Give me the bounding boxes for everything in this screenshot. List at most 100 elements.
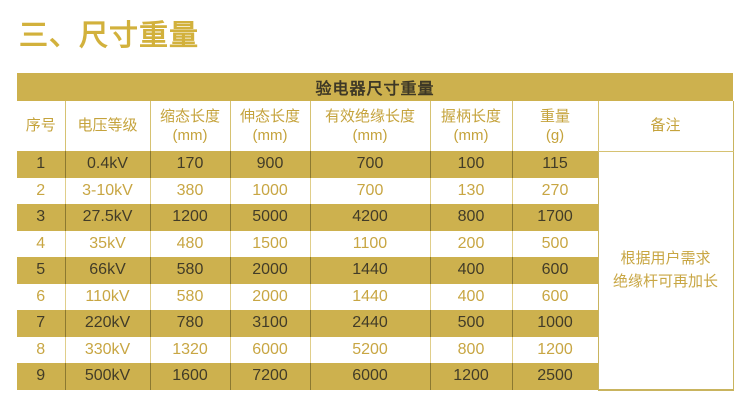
- insulation-length-cell: 1440: [310, 257, 431, 284]
- seq-cell: 3: [17, 204, 66, 231]
- voltage-cell: 0.4kV: [65, 151, 151, 178]
- weight-cell: 600: [512, 283, 598, 310]
- retracted-length-cell: 1320: [150, 336, 231, 363]
- retracted-length-cell: 780: [150, 310, 231, 337]
- handle-length-cell: 800: [430, 336, 513, 363]
- table-row: 3 27.5kV 1200 5000 4200 800 1700: [17, 204, 733, 231]
- spec-table: 验电器尺寸重量 序号 电压等级 缩态长度 (mm): [17, 73, 734, 391]
- extended-length-cell: 1000: [230, 177, 311, 204]
- voltage-cell: 330kV: [65, 336, 151, 363]
- column-label: 缩态长度: [159, 107, 220, 125]
- column-unit: (mm): [453, 127, 489, 144]
- voltage-cell: 27.5kV: [65, 204, 151, 231]
- voltage-cell: 500kV: [65, 363, 151, 390]
- seq-cell: 1: [17, 151, 66, 178]
- weight-cell: 2500: [512, 363, 598, 390]
- column-unit: (mm): [252, 127, 288, 144]
- table-row: 8 330kV 1320 6000 5200 800 1200: [17, 336, 733, 363]
- retracted-length-cell: 480: [150, 230, 231, 257]
- column-label: 备注: [650, 117, 681, 134]
- column-label: 序号: [25, 117, 56, 135]
- insulation-length-cell: 2440: [310, 310, 431, 337]
- remark-line: 根据用户需求: [620, 249, 711, 267]
- retracted-length-cell: 1600: [150, 363, 231, 390]
- table-caption-row: 验电器尺寸重量: [17, 73, 734, 101]
- weight-cell: 1700: [512, 204, 598, 231]
- table-row: 4 35kV 480 1500 1100 200 500: [17, 230, 733, 257]
- table-row: 9 500kV 1600 7200 6000 1200 2500: [17, 363, 733, 390]
- seq-cell: 7: [17, 310, 66, 337]
- column-header-insulation-length: 有效绝缘长度 (mm): [310, 101, 431, 151]
- column-header-seq: 序号: [17, 101, 66, 151]
- handle-length-cell: 100: [430, 151, 513, 178]
- weight-cell: 600: [512, 257, 598, 284]
- weight-cell: 500: [512, 230, 598, 257]
- extended-length-cell: 1500: [230, 230, 311, 257]
- extended-length-cell: 900: [230, 151, 311, 178]
- column-header-weight: 重量 (g): [512, 101, 599, 151]
- seq-cell: 5: [17, 257, 66, 284]
- table-row: 2 3-10kV 380 1000 700 130 270: [17, 177, 733, 204]
- handle-length-cell: 400: [430, 283, 513, 310]
- insulation-length-cell: 1100: [310, 230, 431, 257]
- column-header-voltage: 电压等级: [65, 101, 151, 151]
- handle-length-cell: 500: [430, 310, 513, 337]
- insulation-length-cell: 700: [310, 177, 431, 204]
- extended-length-cell: 6000: [230, 336, 311, 363]
- column-unit: (mm): [352, 127, 388, 144]
- column-label: 伸态长度: [239, 107, 300, 125]
- voltage-cell: 3-10kV: [65, 177, 151, 204]
- column-unit: (mm): [172, 127, 208, 144]
- retracted-length-cell: 580: [150, 283, 231, 310]
- remark-line: 绝缘杆可再加长: [613, 273, 719, 290]
- weight-cell: 115: [512, 151, 598, 178]
- seq-cell: 4: [17, 230, 66, 257]
- weight-cell: 1000: [512, 310, 598, 337]
- handle-length-cell: 1200: [430, 363, 513, 390]
- table-header-row: 序号 电压等级 缩态长度 (mm) 伸态长度 (mm): [17, 101, 734, 152]
- retracted-length-cell: 1200: [150, 204, 231, 231]
- retracted-length-cell: 170: [150, 151, 231, 178]
- extended-length-cell: 2000: [230, 283, 311, 310]
- insulation-length-cell: 1440: [310, 283, 431, 310]
- extended-length-cell: 2000: [230, 257, 311, 284]
- table-caption: 验电器尺寸重量: [17, 73, 734, 101]
- column-header-extended-length: 伸态长度 (mm): [230, 101, 311, 151]
- retracted-length-cell: 380: [150, 177, 231, 204]
- seq-cell: 2: [17, 177, 66, 204]
- retracted-length-cell: 580: [150, 257, 231, 284]
- insulation-length-cell: 4200: [310, 204, 431, 231]
- table-body: 1 0.4kV 170 900 700 100 115 根据用户需求 绝缘杆可再加…: [17, 151, 734, 391]
- weight-cell: 1200: [512, 336, 598, 363]
- table-row: 7 220kV 780 3100 2440 500 1000: [17, 310, 733, 337]
- voltage-cell: 66kV: [65, 257, 151, 284]
- table-row: 6 110kV 580 2000 1440 400 600: [17, 283, 733, 310]
- spec-table-container: 验电器尺寸重量 序号 电压等级 缩态长度 (mm): [17, 73, 734, 391]
- handle-length-cell: 130: [430, 177, 513, 204]
- weight-cell: 270: [512, 177, 598, 204]
- seq-cell: 8: [17, 336, 66, 363]
- extended-length-cell: 7200: [230, 363, 311, 390]
- extended-length-cell: 5000: [230, 204, 311, 231]
- column-label: 有效绝缘长度: [324, 107, 415, 125]
- table-row: 5 66kV 580 2000 1440 400 600: [17, 257, 733, 284]
- seq-cell: 6: [17, 283, 66, 310]
- voltage-cell: 110kV: [65, 283, 151, 310]
- column-label: 重量: [539, 107, 570, 125]
- handle-length-cell: 200: [430, 230, 513, 257]
- column-header-handle-length: 握柄长度 (mm): [430, 101, 513, 151]
- column-label: 电压等级: [77, 117, 138, 135]
- voltage-cell: 35kV: [65, 230, 151, 257]
- table-row: 1 0.4kV 170 900 700 100 115 根据用户需求 绝缘杆可再加…: [17, 151, 734, 391]
- column-unit: (g): [545, 127, 565, 144]
- insulation-length-cell: 6000: [310, 363, 431, 390]
- column-label: 握柄长度: [440, 107, 501, 125]
- extended-length-cell: 3100: [230, 310, 311, 337]
- seq-cell: 9: [17, 363, 66, 390]
- remark-cell: 根据用户需求 绝缘杆可再加长: [597, 151, 734, 391]
- column-header-retracted-length: 缩态长度 (mm): [150, 101, 231, 151]
- column-header-remark: 备注: [598, 101, 734, 152]
- page-title: 三、尺寸重量: [19, 20, 200, 52]
- insulation-length-cell: 700: [310, 151, 431, 178]
